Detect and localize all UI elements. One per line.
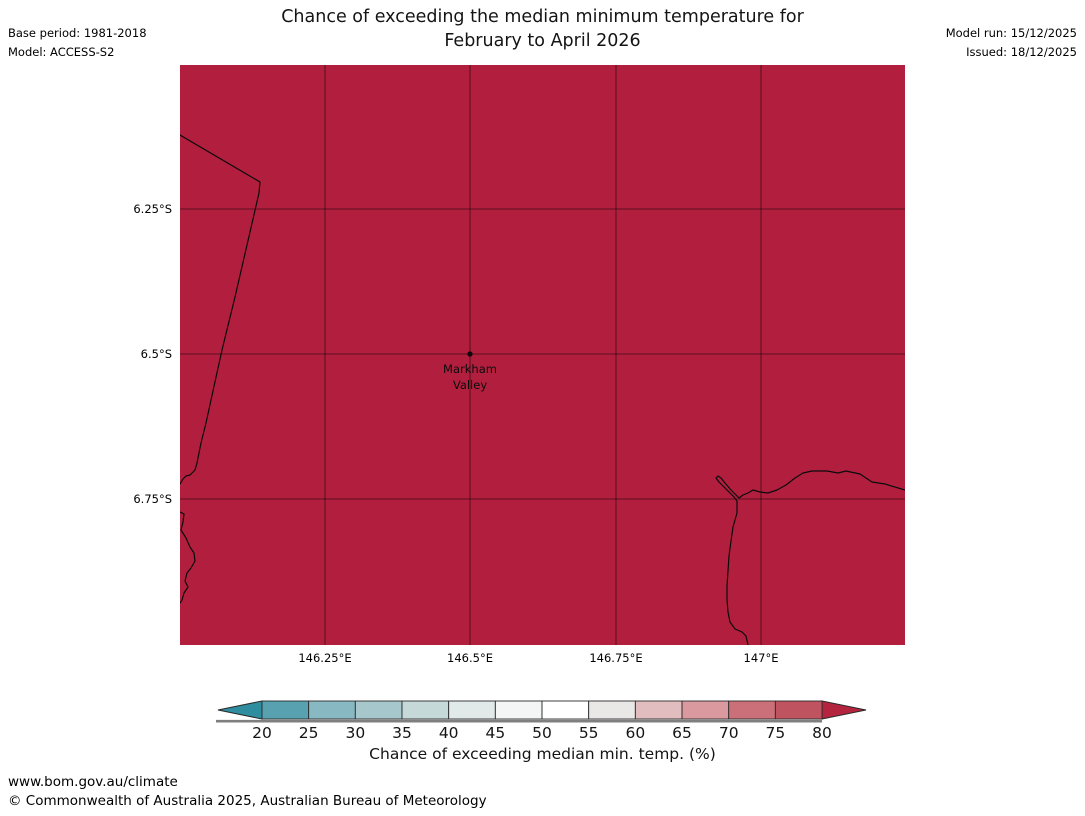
colorbar-tick-label: 35	[392, 724, 412, 742]
latitude-label: 6.75°S	[133, 492, 172, 506]
map-fill	[180, 65, 905, 645]
colorbar-segment	[354, 700, 403, 720]
longitude-label: 146.5°E	[447, 651, 493, 665]
colorbar-segment	[261, 700, 310, 720]
title-line-2: February to April 2026	[444, 30, 641, 51]
longitude-label: 147°E	[743, 651, 779, 665]
colorbar-label: Chance of exceeding median min. temp. (%…	[369, 745, 716, 763]
footer-url: www.bom.gov.au/climate	[8, 774, 178, 790]
colorbar-tick-label: 80	[812, 724, 832, 742]
longitude-label: 146.75°E	[589, 651, 643, 665]
colorbar-tick-label: 40	[439, 724, 459, 742]
colorbar-arrow-high	[821, 700, 867, 720]
colorbar-segment	[494, 700, 543, 720]
location-label-line-2: Valley	[453, 378, 487, 392]
colorbar-arrow-low	[217, 700, 263, 720]
colorbar-segment	[588, 700, 636, 720]
colorbar-tick-label: 75	[766, 724, 786, 742]
colorbar: 20 25 30 35 40 45 50 55 60 65 70 75 80	[216, 700, 867, 742]
colorbar-segment	[541, 700, 590, 720]
header-left-block: Base period: 1981-2018 Model: ACCESS-S2	[8, 24, 147, 62]
latitude-label: 6.5°S	[140, 347, 172, 361]
colorbar-segment	[774, 700, 823, 720]
coastlines	[180, 134, 905, 645]
colorbar-segment	[308, 700, 356, 720]
longitude-label: 146.25°E	[298, 651, 352, 665]
colorbar-tick-label: 70	[719, 724, 739, 742]
colorbar-tick-label: 60	[625, 724, 645, 742]
colorbar-tick-label: 50	[532, 724, 552, 742]
colorbar-segment	[401, 700, 450, 720]
coastline-path	[180, 511, 196, 604]
colorbar-tick-label: 20	[252, 724, 272, 742]
colorbar-segment	[448, 700, 496, 720]
colorbar-tick-label: 25	[299, 724, 319, 742]
colorbar-segment	[681, 700, 730, 720]
colorbar-tick-label: 45	[485, 724, 505, 742]
title-line-1: Chance of exceeding the median minimum t…	[281, 7, 804, 27]
chart-title: Chance of exceeding the median minimum t…	[0, 6, 1085, 53]
colorbar-segment	[634, 700, 683, 720]
map-canvas: Markham Valley	[180, 65, 905, 645]
coastline-path	[715, 470, 905, 645]
model-text: Model: ACCESS-S2	[8, 45, 115, 59]
footer-copyright: © Commonwealth of Australia 2025, Austra…	[8, 793, 487, 809]
issued-text: Issued: 18/12/2025	[966, 45, 1077, 59]
location-marker-dot	[467, 351, 473, 357]
latitude-label: 6.25°S	[133, 202, 172, 216]
colorbar-tick-label: 30	[345, 724, 365, 742]
model-run-text: Model run: 15/12/2025	[945, 26, 1077, 40]
location-label-line-1: Markham	[443, 362, 497, 376]
base-period-text: Base period: 1981-2018	[8, 26, 147, 40]
colorbar-tick-label: 65	[672, 724, 692, 742]
colorbar-tick-label: 55	[579, 724, 599, 742]
coastline-path	[180, 134, 261, 485]
header-right-block: Model run: 15/12/2025 Issued: 18/12/2025	[946, 24, 1077, 62]
gridlines	[180, 65, 905, 645]
colorbar-segment	[728, 700, 776, 720]
